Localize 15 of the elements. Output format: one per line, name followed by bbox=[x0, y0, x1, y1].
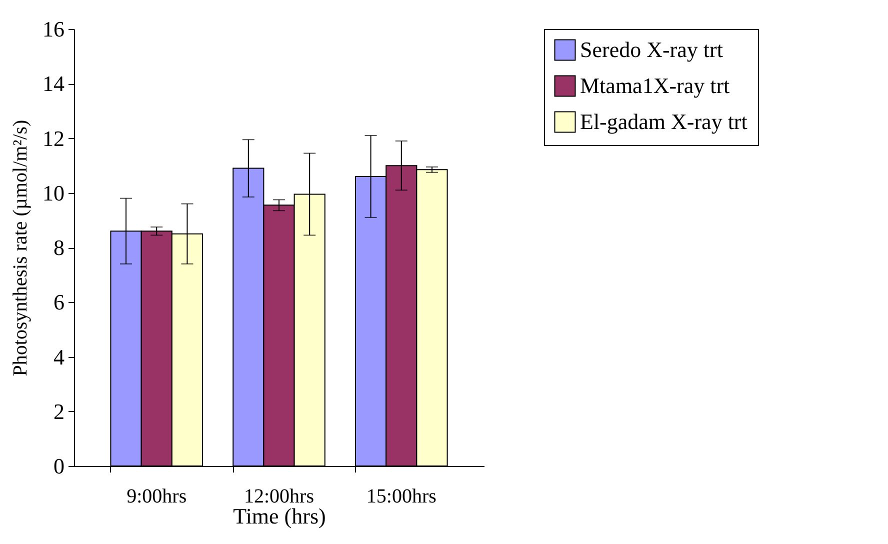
y-tick-label: 6 bbox=[54, 290, 64, 315]
y-tick-label: 12 bbox=[42, 126, 64, 151]
legend-label: Mtama1X-ray trt bbox=[580, 73, 730, 98]
y-tick-label: 14 bbox=[42, 71, 64, 96]
y-tick-label: 8 bbox=[54, 235, 64, 260]
y-tick-label: 16 bbox=[42, 16, 64, 42]
legend-label: Seredo X-ray trt bbox=[580, 37, 723, 62]
y-tick-label: 10 bbox=[42, 180, 64, 206]
y-tick-label: 2 bbox=[54, 398, 64, 424]
y-tick-label: 0 bbox=[54, 454, 64, 478]
y-axis-title: Photosynthesis rate (µmol/m²/s) bbox=[10, 120, 32, 376]
x-tick-label: 15:00hrs bbox=[366, 486, 437, 508]
y-tick-label: 4 bbox=[54, 344, 64, 370]
legend-label: El-gadam X-ray trt bbox=[580, 109, 748, 134]
x-tick-label: 9:00hrs bbox=[126, 486, 187, 508]
